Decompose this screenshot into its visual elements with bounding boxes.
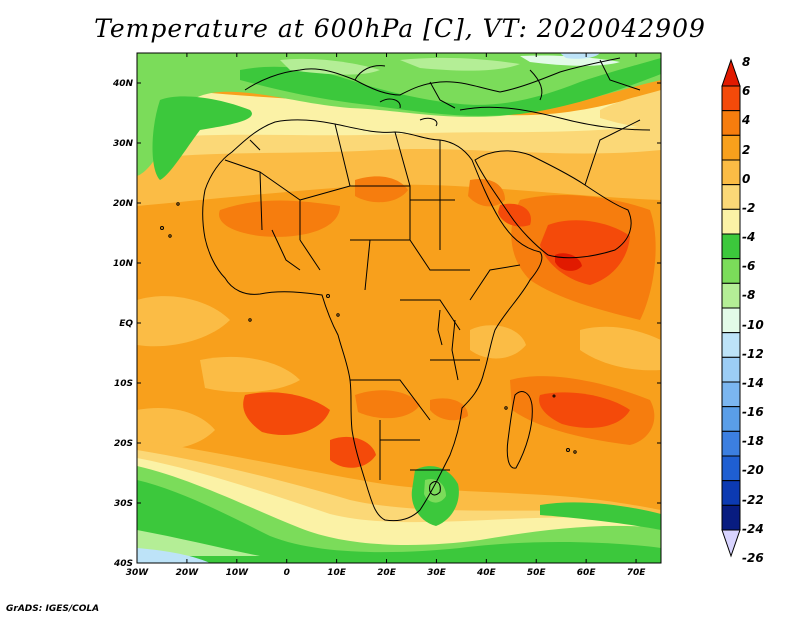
lon-tick-label: 20E bbox=[377, 568, 397, 578]
lat-tick-label: 10S bbox=[114, 379, 133, 389]
lat-tick-label: 20N bbox=[113, 199, 134, 209]
lat-tick-label: 40S bbox=[113, 559, 133, 569]
colorbar-box bbox=[721, 208, 741, 235]
temperature-field bbox=[137, 53, 661, 563]
colorbar-box bbox=[721, 282, 741, 309]
colorbar-label: -16 bbox=[742, 405, 764, 419]
lat-tick-label: 30N bbox=[113, 139, 134, 149]
lon-tick-label: 20W bbox=[176, 568, 200, 578]
colorbar-box bbox=[721, 110, 741, 136]
lon-tick-label: 10W bbox=[226, 568, 250, 578]
lon-tick-label: 30E bbox=[427, 568, 447, 578]
lat-tick-label: 20S bbox=[114, 439, 133, 449]
colorbar-box bbox=[721, 381, 741, 408]
lon-tick-label: 0 bbox=[284, 568, 290, 578]
colorbar-label: 6 bbox=[742, 84, 750, 98]
axis-ticks bbox=[136, 53, 661, 564]
map-frame bbox=[136, 52, 662, 564]
islands bbox=[160, 202, 577, 454]
latitude-labels: 40N 30N 20N 10N EQ 10S 20S 30S 40S bbox=[112, 79, 134, 569]
colorbar-box bbox=[721, 307, 741, 334]
lat-tick-label: 40N bbox=[112, 79, 134, 89]
colorbar-label: -18 bbox=[742, 434, 764, 448]
colorbar-box bbox=[721, 134, 741, 161]
colorbar-box bbox=[721, 406, 741, 432]
lon-tick-label: 60E bbox=[577, 568, 597, 578]
colorbar-label: -8 bbox=[742, 288, 755, 302]
lat-tick-label: 30S bbox=[114, 499, 133, 509]
lon-tick-label: 40E bbox=[476, 568, 497, 578]
lon-tick-label: 10E bbox=[327, 568, 347, 578]
colorbar-label: -10 bbox=[742, 318, 764, 332]
colorbar-label: -14 bbox=[742, 376, 764, 390]
colorbar-box bbox=[721, 85, 741, 112]
lat-tick-label: EQ bbox=[119, 319, 133, 329]
colorbar-box bbox=[721, 184, 741, 210]
longitude-labels: 30W 20W 10W 0 10E 20E 30E 40E 50E 60E 70E bbox=[126, 568, 646, 578]
colorbar-label: 4 bbox=[741, 113, 750, 127]
colorbar-box bbox=[721, 332, 741, 358]
colorbar bbox=[721, 58, 741, 558]
colorbar-label: -12 bbox=[742, 347, 764, 361]
coastlines bbox=[202, 57, 651, 522]
lat-tick-label: 10N bbox=[113, 259, 134, 269]
colorbar-box bbox=[721, 258, 741, 284]
colorbar-box bbox=[721, 480, 741, 506]
map-title: Temperature at 600hPa [C], VT: 202004290… bbox=[94, 14, 706, 43]
colorbar-label: -6 bbox=[742, 259, 755, 273]
colorbar-label: 8 bbox=[742, 55, 750, 69]
colorbar-label: -24 bbox=[742, 522, 764, 536]
credit-text: GrADS: IGES/COLA bbox=[6, 604, 100, 614]
colorbar-box bbox=[721, 233, 741, 260]
colorbar-label: 0 bbox=[742, 172, 750, 186]
colorbar-label: -20 bbox=[742, 463, 764, 477]
colorbar-labels: 8 6 4 2 0 -2 -4 -6 -8 -10 -12 -14 -16 -18 -20 -22 -24 -26 bbox=[741, 55, 764, 565]
colorbar-box bbox=[721, 430, 741, 457]
colorbar-top-arrow bbox=[721, 58, 741, 87]
lon-tick-label: 70E bbox=[627, 568, 647, 578]
colorbar-label: 2 bbox=[742, 143, 750, 157]
colorbar-box bbox=[721, 356, 741, 383]
colorbar-label: -26 bbox=[742, 551, 764, 565]
lon-tick-label: 30W bbox=[126, 568, 150, 578]
colorbar-label: -2 bbox=[742, 201, 755, 215]
colorbar-box bbox=[721, 504, 741, 531]
lon-tick-label: 50E bbox=[527, 568, 547, 578]
colorbar-label: -22 bbox=[742, 493, 764, 507]
colorbar-box bbox=[721, 455, 741, 482]
colorbar-box bbox=[721, 159, 741, 186]
colorbar-label: -4 bbox=[742, 230, 755, 244]
colorbar-bottom-arrow bbox=[721, 529, 741, 558]
